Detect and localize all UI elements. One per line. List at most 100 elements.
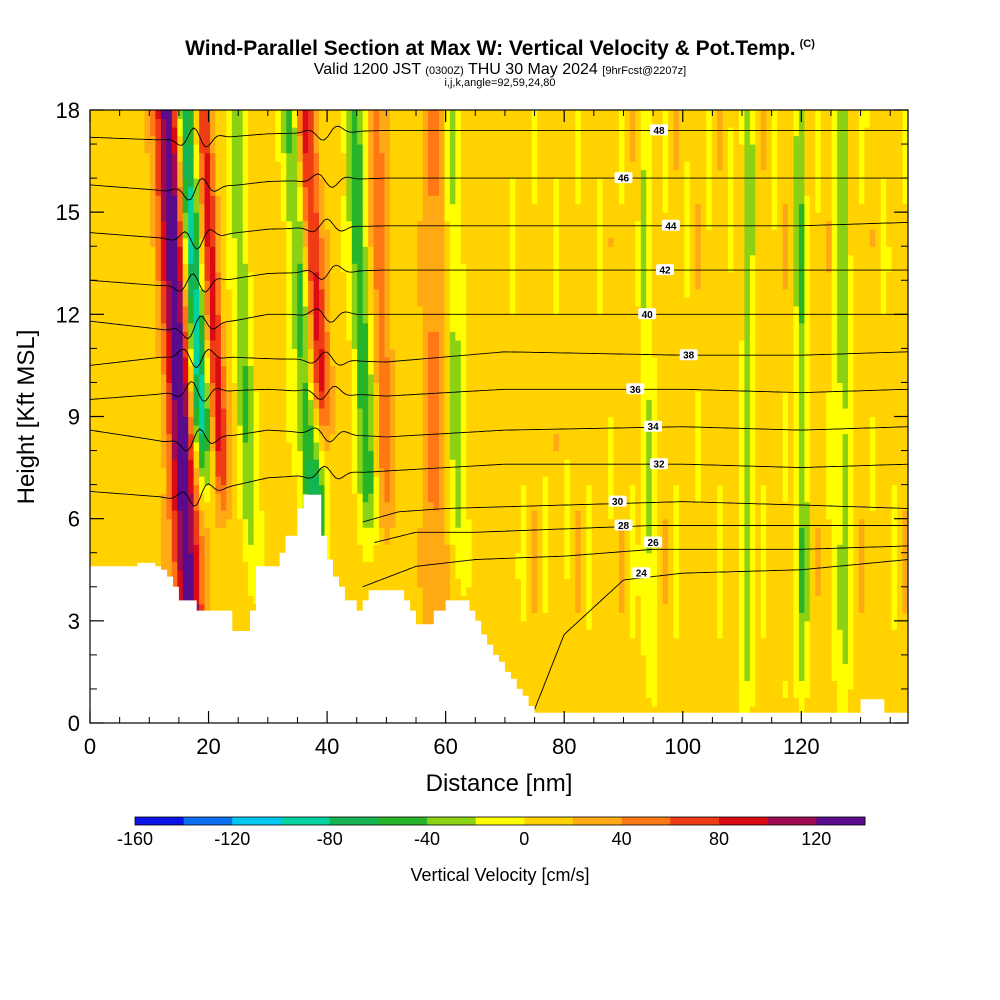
- velocity-cell: [291, 459, 298, 469]
- velocity-cell: [520, 603, 527, 613]
- velocity-cell: [340, 476, 347, 486]
- velocity-cell: [106, 544, 113, 554]
- velocity-cell: [466, 459, 473, 469]
- velocity-cell: [520, 527, 527, 537]
- velocity-cell: [379, 476, 386, 486]
- velocity-cell: [449, 493, 456, 503]
- velocity-cell: [509, 603, 516, 613]
- velocity-cell: [651, 493, 658, 503]
- velocity-cell: [400, 501, 407, 511]
- velocity-cell: [619, 578, 626, 588]
- velocity-cell: [728, 629, 735, 639]
- velocity-cell: [182, 493, 189, 503]
- velocity-cell: [280, 433, 287, 443]
- velocity-cell: [559, 510, 566, 520]
- velocity-cell: [624, 476, 631, 486]
- velocity-cell: [569, 637, 576, 647]
- velocity-cell: [624, 612, 631, 622]
- velocity-cell: [755, 569, 762, 579]
- velocity-cell: [820, 450, 827, 460]
- velocity-cell: [417, 501, 424, 511]
- velocity-cell: [657, 663, 664, 673]
- velocity-cell: [417, 586, 424, 596]
- velocity-cell: [564, 706, 571, 716]
- velocity-cell: [384, 484, 391, 494]
- velocity-cell: [139, 518, 146, 528]
- velocity-cell: [542, 510, 549, 520]
- velocity-cell: [760, 578, 767, 588]
- velocity-cell: [793, 706, 800, 716]
- velocity-cell: [340, 578, 347, 588]
- velocity-cell: [569, 697, 576, 707]
- velocity-cell: [177, 510, 184, 520]
- velocity-cell: [460, 595, 467, 605]
- velocity-cell: [548, 671, 555, 681]
- velocity-cell: [744, 688, 751, 698]
- velocity-cell: [575, 603, 582, 613]
- velocity-cell: [460, 484, 467, 494]
- velocity-cell: [564, 671, 571, 681]
- velocity-cell: [466, 544, 473, 554]
- velocity-cell: [624, 459, 631, 469]
- velocity-cell: [858, 680, 865, 690]
- velocity-cell: [553, 561, 560, 571]
- velocity-cell: [128, 527, 135, 537]
- velocity-cell: [728, 671, 735, 681]
- velocity-cell: [580, 552, 587, 562]
- velocity-cell: [100, 518, 107, 528]
- velocity-cell: [591, 646, 598, 656]
- velocity-cell: [128, 450, 135, 460]
- velocity-cell: [640, 663, 647, 673]
- velocity-cell: [395, 510, 402, 520]
- velocity-cell: [411, 578, 418, 588]
- velocity-cell: [700, 459, 707, 469]
- velocity-cell: [602, 706, 609, 716]
- velocity-cell: [580, 578, 587, 588]
- velocity-cell: [177, 433, 184, 443]
- velocity-cell: [777, 637, 784, 647]
- velocity-cell: [815, 493, 822, 503]
- velocity-cell: [749, 535, 756, 545]
- velocity-cell: [542, 493, 549, 503]
- velocity-cell: [733, 442, 740, 452]
- velocity-cell: [809, 688, 816, 698]
- velocity-cell: [150, 501, 157, 511]
- velocity-cell: [837, 697, 844, 707]
- velocity-cell: [848, 603, 855, 613]
- velocity-cell: [215, 586, 222, 596]
- velocity-cell: [738, 476, 745, 486]
- velocity-cell: [777, 518, 784, 528]
- velocity-cell: [902, 706, 908, 716]
- velocity-cell: [662, 671, 669, 681]
- velocity-cell: [842, 510, 849, 520]
- velocity-cell: [215, 476, 222, 486]
- velocity-cell: [771, 569, 778, 579]
- velocity-cell: [133, 535, 140, 545]
- velocity-cell: [602, 569, 609, 579]
- velocity-cell: [384, 569, 391, 579]
- velocity-cell: [657, 544, 664, 554]
- velocity-cell: [880, 637, 887, 647]
- velocity-cell: [619, 663, 626, 673]
- velocity-cell: [188, 578, 195, 588]
- velocity-cell: [695, 578, 702, 588]
- velocity-cell: [798, 535, 805, 545]
- velocity-cell: [411, 586, 418, 596]
- velocity-cell: [738, 510, 745, 520]
- velocity-cell: [733, 450, 740, 460]
- velocity-cell: [373, 535, 380, 545]
- velocity-cell: [520, 629, 527, 639]
- velocity-cell: [695, 493, 702, 503]
- velocity-cell: [831, 680, 838, 690]
- velocity-cell: [182, 535, 189, 545]
- velocity-cell: [400, 561, 407, 571]
- velocity-cell: [831, 671, 838, 681]
- velocity-cell: [679, 535, 686, 545]
- velocity-cell: [897, 552, 904, 562]
- velocity-cell: [853, 450, 860, 460]
- velocity-cell: [793, 595, 800, 605]
- velocity-cell: [182, 442, 189, 452]
- velocity-cell: [619, 620, 626, 630]
- velocity-cell: [531, 535, 538, 545]
- velocity-cell: [635, 501, 642, 511]
